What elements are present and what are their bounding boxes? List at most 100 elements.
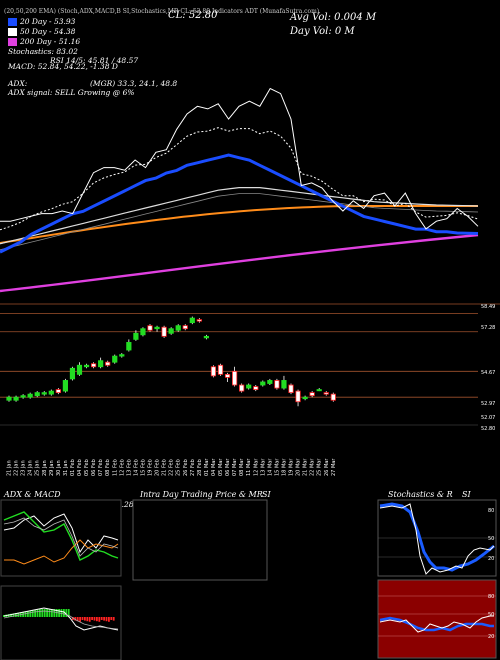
- candle-body: [309, 392, 315, 397]
- macd-hist-bar: [105, 617, 108, 622]
- adx-label: ADX:: [8, 79, 28, 88]
- date-tick-label: 15 Feb: [140, 459, 146, 476]
- price-tick-label: 52.07: [481, 415, 495, 421]
- ema50-line: [0, 187, 479, 245]
- macd-line: [3, 607, 119, 631]
- macd-hist-bar: [3, 615, 5, 617]
- candle-body: [112, 355, 118, 363]
- macd-hist-bar: [67, 609, 70, 617]
- candle-body: [126, 342, 132, 351]
- candle-body: [281, 380, 287, 389]
- candle-body: [105, 361, 111, 366]
- adx-values: (MGR) 33.3, 24.1, 48.8: [90, 79, 178, 88]
- date-tick-label: 19 Mar: [289, 458, 295, 476]
- adx-macd-title: ADX & MACD: [4, 490, 61, 499]
- price-tick-label: 57.28: [481, 325, 495, 331]
- candle-body: [274, 380, 280, 389]
- date-tick-label: 21 Mar: [303, 458, 309, 476]
- date-tick-label: 06 Mar: [225, 458, 231, 476]
- macd-hist-bar: [98, 617, 101, 622]
- candle-body: [161, 326, 167, 337]
- header-strip: (20,50,200 EMA) (Stoch,ADX,MACD,B SI,Sto…: [4, 8, 320, 15]
- stoch-title: Stochastics & R: [388, 490, 453, 499]
- date-tick-label: 21 Feb: [162, 459, 168, 476]
- macd-hist-bar: [53, 609, 56, 617]
- rsi-tick-80: 80: [488, 594, 494, 600]
- candle-body: [48, 390, 54, 395]
- candle-body: [217, 364, 224, 375]
- macd-hist-bar: [7, 614, 10, 617]
- rsi-tick-20: 20: [488, 634, 494, 640]
- date-tick-label: 27 Feb: [190, 459, 196, 476]
- main-chart: 58.49 57.28 54.67 52.97 52.07 52.80 21 Jan 22 J…: [0, 87, 500, 476]
- candle-body: [288, 384, 294, 394]
- date-tick-label: 01 Mar: [204, 458, 210, 476]
- date-tick-label: 19 Feb: [148, 459, 154, 476]
- date-tick-label: 11 Feb: [112, 459, 118, 476]
- date-tick-label: 12 Mar: [253, 458, 259, 476]
- stoch-k-line: [379, 502, 495, 572]
- macd-hist-bar: [84, 617, 86, 621]
- candle-body: [140, 328, 146, 336]
- macd-hist-bar: [17, 612, 20, 617]
- macd-hist-bar: [51, 609, 53, 617]
- macd-hist-bar: [36, 609, 39, 617]
- price-tick-label: 58.49: [481, 304, 495, 310]
- candle-body: [203, 335, 209, 339]
- adx-dmi-values: ADX: 33.33 +DY: 24.14 -DY: 45.28: [4, 500, 134, 509]
- macd-hist-bar: [110, 617, 113, 620]
- candle-body: [147, 325, 153, 331]
- intraday-title: Intra Day Trading Price & MR: [140, 490, 263, 499]
- date-tick-label: 26 Mar: [324, 458, 330, 476]
- candle-body: [34, 392, 40, 397]
- date-tick-label: 07 Mar: [232, 458, 238, 476]
- candle-body: [98, 360, 104, 368]
- date-tick-label: 08 Feb: [105, 459, 111, 476]
- candle-body: [239, 384, 245, 392]
- adx-signal: ADX signal: SELL Growing @ 6%: [8, 88, 135, 97]
- macd-hist-bar: [46, 609, 48, 617]
- macd-hist-bar: [31, 610, 34, 617]
- macd-hist-bar: [74, 617, 77, 621]
- macd-panel-frame: [0, 585, 122, 660]
- macd-hist-bar: [60, 609, 63, 617]
- macd-hist-bar: [81, 617, 84, 620]
- ema20-text: 20 Day - 53.93: [20, 17, 76, 26]
- candle-body: [260, 381, 266, 386]
- date-tick-label: 28 Jan: [42, 460, 48, 476]
- candle-body: [76, 364, 83, 375]
- candle-body: [246, 384, 252, 389]
- macd-hist-bar: [58, 609, 60, 617]
- date-tick-label: 25 Feb: [176, 459, 182, 476]
- date-tick-label: 22 Jan: [14, 460, 20, 476]
- candle-body: [295, 390, 301, 403]
- candle-body: [330, 393, 336, 401]
- candle-body: [41, 392, 47, 395]
- stoch-panel-frame: [377, 499, 497, 577]
- macd-hist-bar: [15, 613, 17, 617]
- rsi-white-line: [379, 615, 494, 633]
- candle-body: [83, 364, 90, 368]
- macd-hist-bar: [112, 617, 115, 621]
- date-tick-label: 12 Feb: [119, 459, 125, 476]
- macd-hist-bar: [24, 611, 27, 617]
- ema200-line: [0, 205, 478, 244]
- plus-di-line: [3, 511, 119, 561]
- date-tick-label: 13 Mar: [260, 458, 266, 476]
- date-tick-label: 14 Feb: [133, 459, 139, 476]
- candle-body: [267, 380, 273, 384]
- date-tick-label: 01 Feb: [70, 459, 76, 476]
- candle-body: [231, 370, 238, 386]
- ema10-dotted-line: [0, 127, 479, 231]
- macd-hist-bar: [79, 617, 81, 622]
- price-tick-label: 52.97: [481, 401, 495, 407]
- date-tick-label: 28 Feb: [197, 459, 203, 476]
- candle-body: [253, 386, 259, 390]
- date-tick-label: 21 Jan: [7, 460, 13, 476]
- macd-hist-bar: [100, 617, 103, 620]
- ema20-label: 20 Day - 53.93: [8, 17, 75, 28]
- date-tick-label: 14 Mar: [267, 458, 273, 476]
- date-tick-label: 05 Mar: [218, 458, 224, 476]
- date-tick-label: 06 Feb: [91, 459, 97, 476]
- close-price: CL: 52.80: [168, 10, 218, 21]
